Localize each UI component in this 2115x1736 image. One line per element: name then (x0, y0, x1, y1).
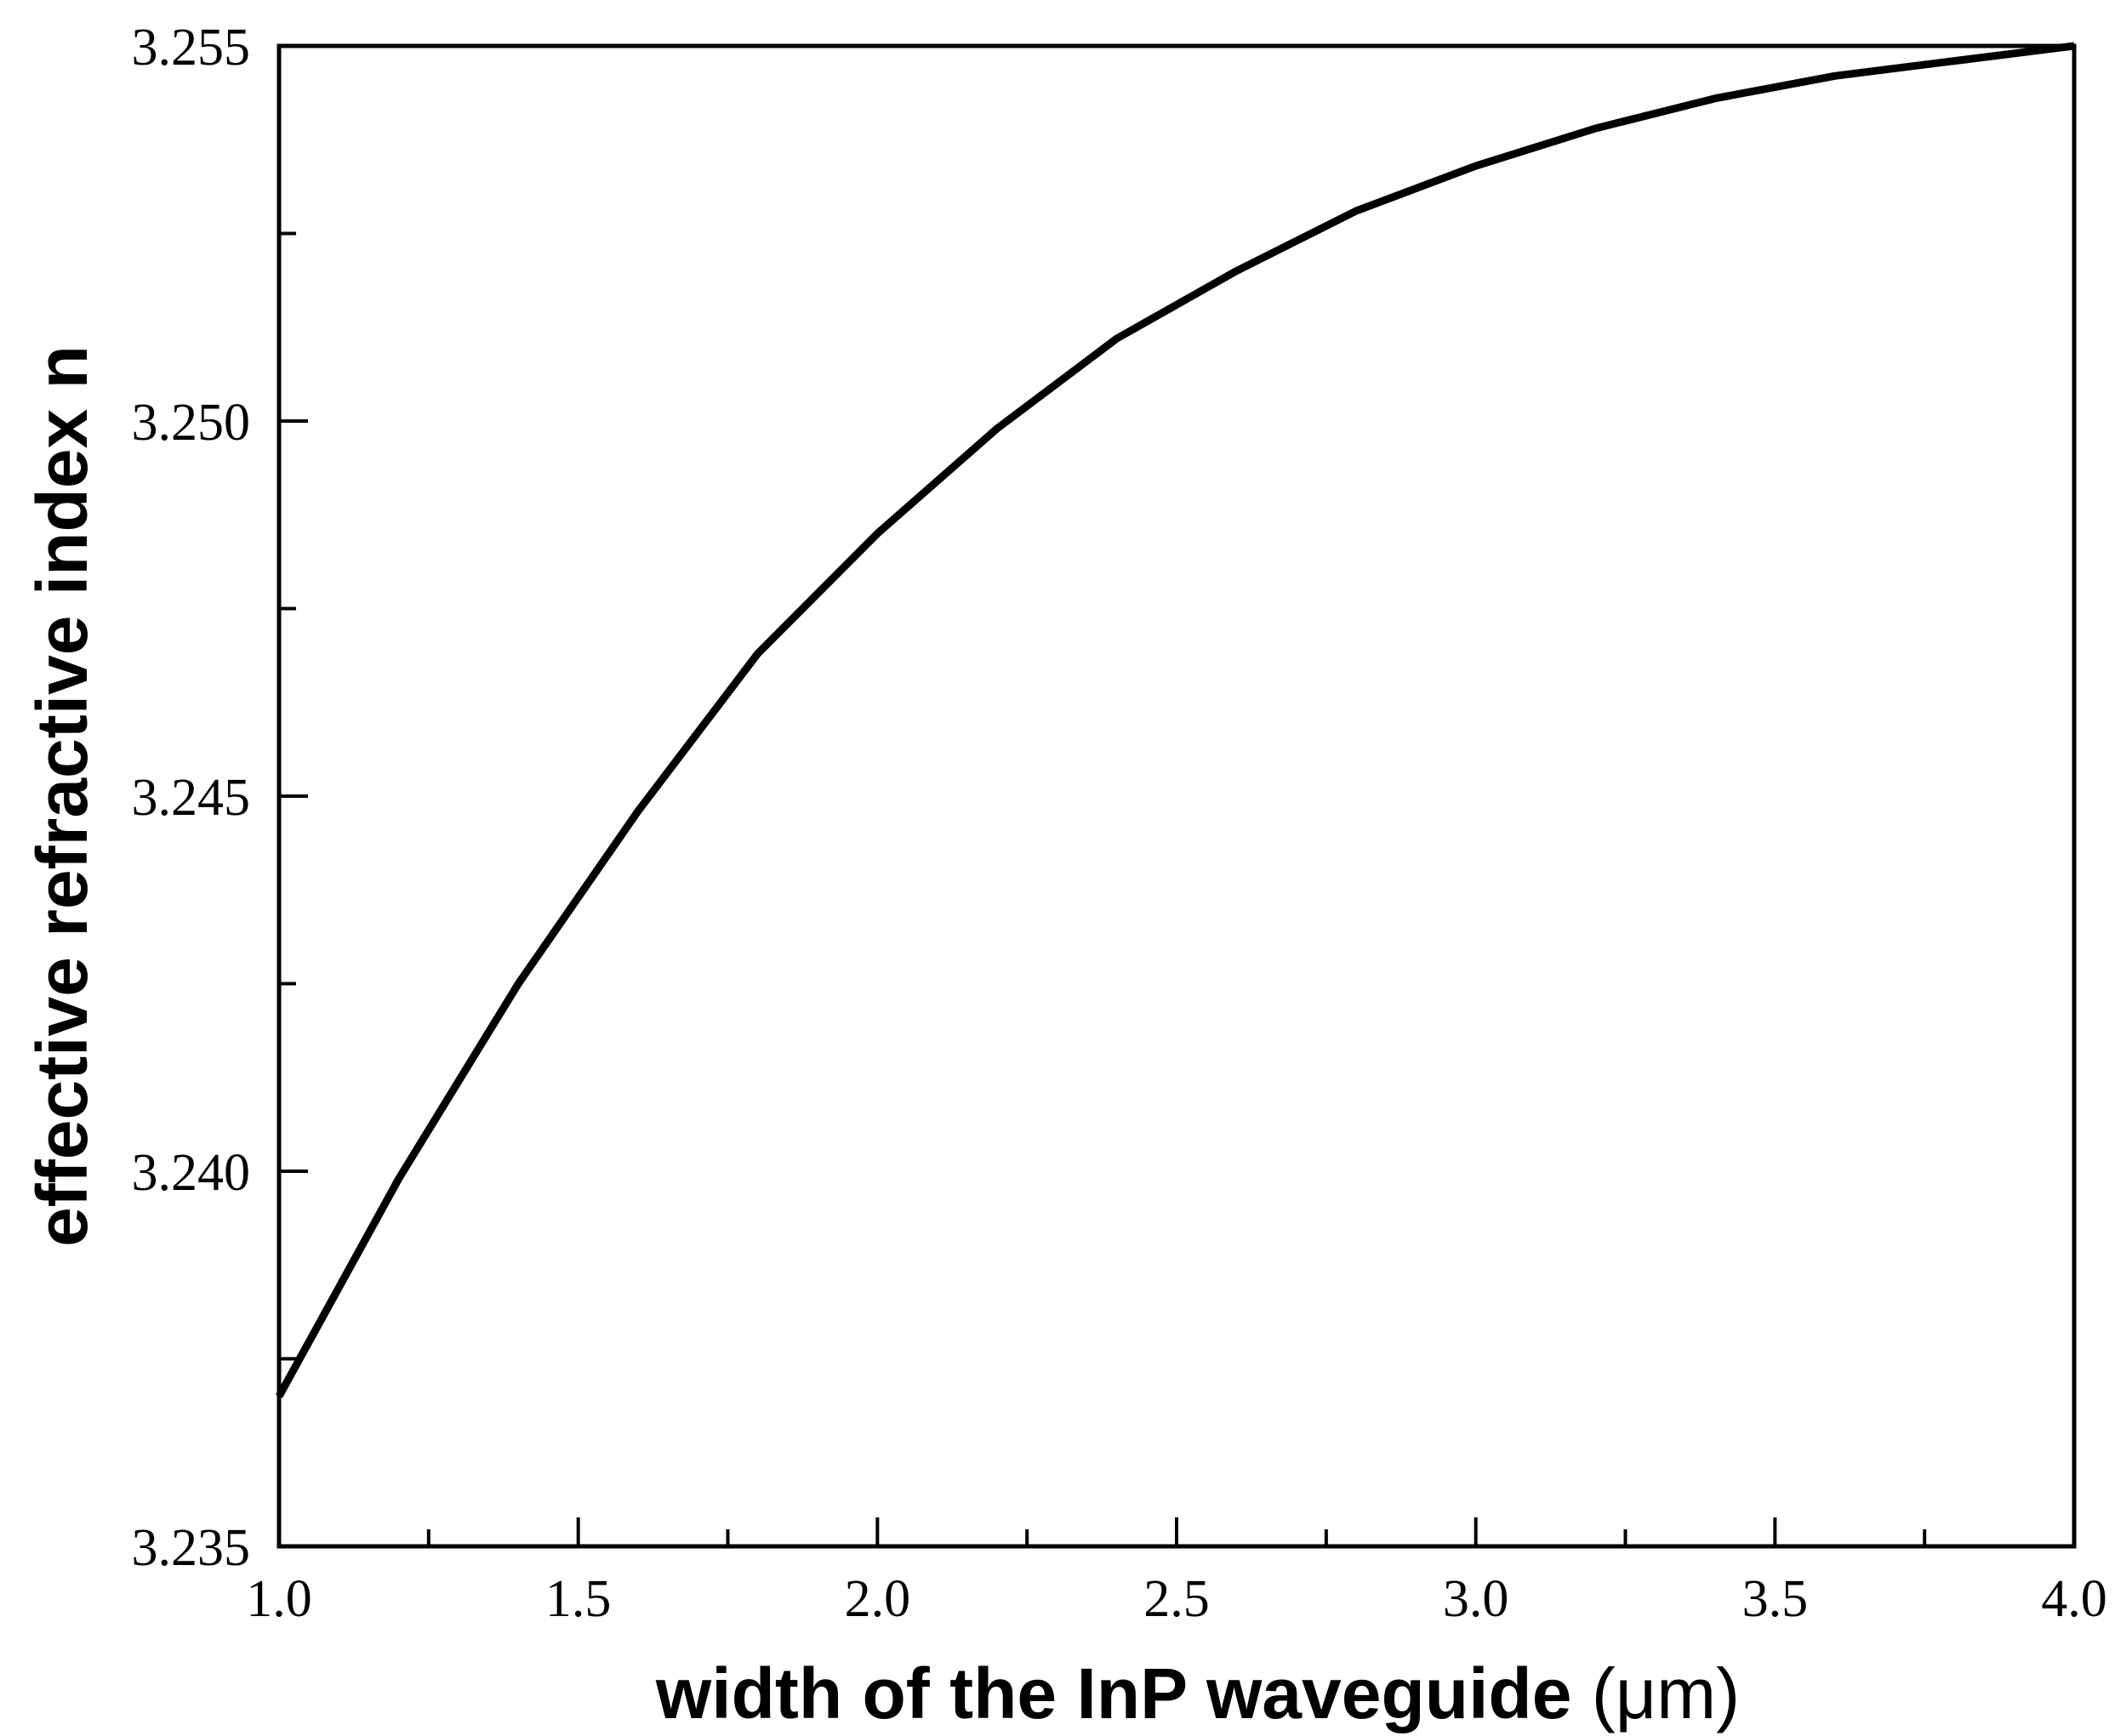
x-tick-label: 1.5 (545, 1570, 612, 1628)
plot-frame (276, 43, 2077, 1549)
series-line (276, 42, 2075, 1398)
x-tick-label: 2.5 (1143, 1570, 1210, 1628)
y-tick-label: 3.235 (132, 1519, 251, 1577)
x-tick-label: 4.0 (2041, 1570, 2107, 1628)
y-tick-label: 3.240 (132, 1144, 251, 1202)
y-tick-label: 3.245 (132, 769, 251, 827)
y-tick-label: 3.255 (132, 19, 251, 77)
y-axis-title: effective refractive index n (22, 345, 102, 1247)
x-tick-label: 1.0 (246, 1570, 312, 1628)
x-tick-label: 3.5 (1742, 1570, 1809, 1628)
x-axis-title: width of the InP waveguide (μm) (655, 1653, 1740, 1733)
x-tick-label: 3.0 (1443, 1570, 1509, 1628)
tick-labels: 1.0 1.5 2.0 2.5 3.0 3.5 4.0 3.235 3.240 3.245 3.25… (132, 19, 2107, 1628)
y-tick-label: 3.250 (132, 394, 251, 452)
axis-ticks (277, 44, 2076, 1548)
x-tick-label: 2.0 (845, 1570, 911, 1628)
